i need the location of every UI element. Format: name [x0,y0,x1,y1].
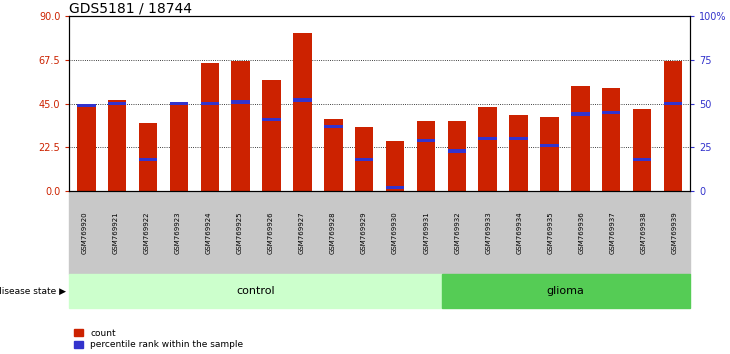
Text: GSM769936: GSM769936 [578,211,584,254]
Text: GSM769922: GSM769922 [144,211,150,254]
Bar [417,138,435,142]
Bar [417,121,435,191]
Bar [355,158,374,161]
Bar [293,98,312,102]
Bar [447,149,466,153]
Text: GSM769927: GSM769927 [299,211,305,254]
Bar [540,117,558,191]
Bar [231,61,250,191]
Bar [262,118,281,121]
Bar [139,123,158,191]
Text: GSM769930: GSM769930 [392,211,398,254]
Text: GSM769920: GSM769920 [82,211,88,254]
Bar [510,137,528,140]
Bar [355,127,374,191]
Bar [231,100,250,103]
Bar [602,110,620,114]
Bar [169,102,188,105]
Text: GDS5181 / 18744: GDS5181 / 18744 [69,2,192,16]
Bar [664,102,682,105]
Bar [510,115,528,191]
Text: GSM769934: GSM769934 [516,211,522,254]
Bar [169,102,188,191]
Bar [633,109,651,191]
Text: GSM769935: GSM769935 [548,211,553,254]
Bar [602,88,620,191]
Bar [324,119,342,191]
Bar [664,61,682,191]
Bar [540,144,558,147]
Bar [385,186,404,189]
Bar [77,105,96,191]
Text: GSM769924: GSM769924 [206,211,212,254]
Text: GSM769926: GSM769926 [268,211,274,254]
Bar [478,107,497,191]
Text: GSM769931: GSM769931 [423,211,429,254]
Text: GSM769937: GSM769937 [610,211,615,254]
Bar [108,102,126,105]
Text: GSM769939: GSM769939 [672,211,677,254]
Bar [385,141,404,191]
Text: GSM769932: GSM769932 [454,211,460,254]
Text: glioma: glioma [547,286,585,296]
Text: GSM769928: GSM769928 [330,211,336,254]
Text: disease state ▶: disease state ▶ [0,287,66,296]
Bar [447,121,466,191]
Bar [201,63,219,191]
Text: GSM769933: GSM769933 [485,211,491,254]
Legend: count, percentile rank within the sample: count, percentile rank within the sample [74,329,243,349]
Bar [324,125,342,128]
Text: control: control [237,286,274,296]
Text: GSM769929: GSM769929 [361,211,367,254]
Bar [293,33,312,191]
Text: GSM769938: GSM769938 [640,211,646,254]
Bar [633,158,651,161]
Bar [571,112,590,116]
Bar [478,137,497,140]
Bar [139,158,158,161]
Text: GSM769923: GSM769923 [175,211,181,254]
Bar [262,80,281,191]
Text: GSM769921: GSM769921 [113,211,119,254]
Bar [571,86,590,191]
Text: GSM769925: GSM769925 [237,211,243,254]
Bar [108,99,126,191]
Bar [77,103,96,107]
Bar [201,102,219,105]
